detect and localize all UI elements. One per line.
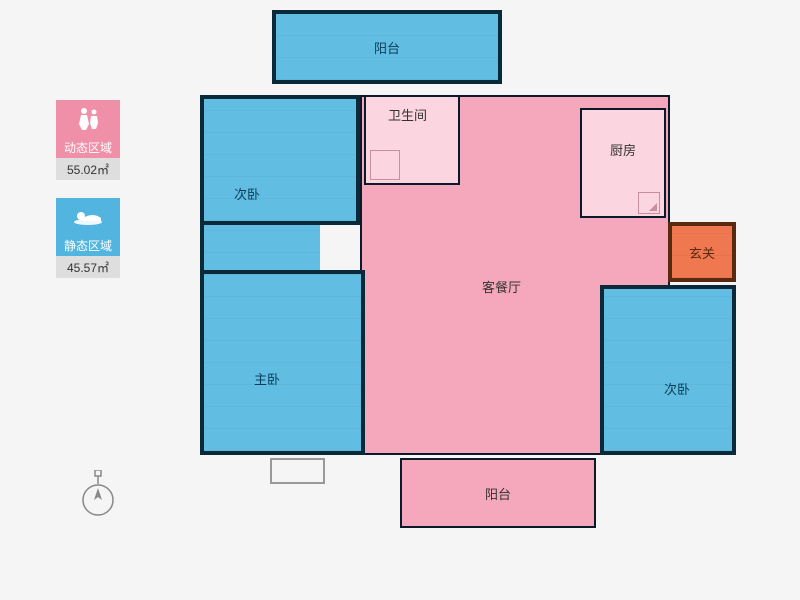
room-master: 主卧	[200, 270, 365, 455]
left-column-fill	[200, 225, 320, 275]
room-label: 阳台	[374, 38, 400, 57]
legend-static-value: 45.57㎡	[56, 256, 120, 278]
room-entrance: 玄关	[668, 222, 736, 282]
compass-icon	[78, 470, 118, 520]
floorplan: 客餐厅阳台次卧主卧次卧卫生间厨房玄关阳台	[200, 10, 740, 570]
kitchen-fixture	[638, 192, 660, 214]
bathroom-fixture	[370, 150, 400, 180]
legend-dynamic-label: 动态区域	[56, 136, 120, 158]
people-icon	[74, 106, 102, 130]
room-bedroom2_left: 次卧	[200, 95, 360, 225]
room-label: 次卧	[234, 184, 260, 203]
room-label: 客餐厅	[482, 277, 521, 296]
room-bedroom2_r: 次卧	[600, 285, 736, 455]
room-balcony_top: 阳台	[272, 10, 502, 84]
room-label: 阳台	[485, 484, 511, 503]
legend-static: 静态区域 45.57㎡	[56, 198, 120, 278]
legend-static-icon	[56, 198, 120, 234]
room-label: 主卧	[254, 369, 280, 388]
room-label: 厨房	[610, 140, 636, 159]
room-balcony_bot: 阳台	[400, 458, 596, 528]
legend-static-label: 静态区域	[56, 234, 120, 256]
room-label: 卫生间	[388, 105, 427, 124]
legend-dynamic-icon	[56, 100, 120, 136]
legend-dynamic-value: 55.02㎡	[56, 158, 120, 180]
room-label: 玄关	[689, 243, 715, 262]
ledge	[270, 458, 325, 484]
sleep-icon	[73, 206, 103, 226]
room-label: 次卧	[664, 379, 690, 398]
legend-dynamic: 动态区域 55.02㎡	[56, 100, 120, 180]
